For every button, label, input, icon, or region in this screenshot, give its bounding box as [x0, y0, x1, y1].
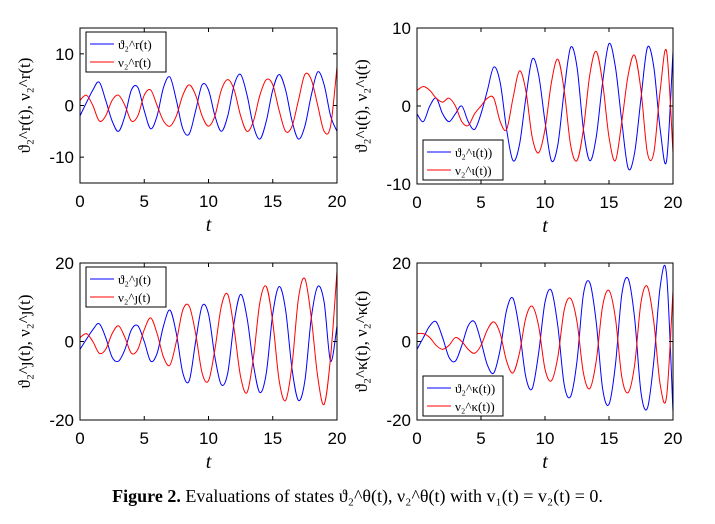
y-tick-label: 0 [65, 97, 74, 116]
x-tick-label: 0 [75, 429, 84, 448]
x-tick-label: 0 [412, 193, 421, 212]
legend-label: ϑ₂^κ(t)) [455, 381, 495, 396]
chart-panel-1: 0 5 10 15 20 10 0 -10 t ϑ₂^r(t), ν₂^r(t) ϑ₂^r(t) ν₂… [15, 27, 347, 236]
legend-label: ν₂^r(t) [118, 55, 151, 70]
x-tick-label: 10 [199, 192, 218, 211]
caption-label: Figure 2. [112, 486, 181, 506]
y-tick-label: -10 [49, 148, 74, 167]
x-tick-label: 20 [328, 192, 347, 211]
series-line-nu [80, 66, 337, 135]
legend-label: ν₂^ι(t)) [455, 163, 492, 178]
y-tick-label: -20 [386, 411, 411, 430]
legend: ϑ₂^κ(t)) ν₂^κ(t)) [422, 375, 504, 417]
y-tick-label: -20 [49, 411, 74, 430]
x-tick-label: 5 [476, 193, 485, 212]
x-tick-label: 15 [600, 429, 619, 448]
series-line-theta [80, 71, 337, 140]
x-tick-label: 10 [199, 429, 218, 448]
series-line-nu [417, 48, 673, 162]
series-line-nu [417, 285, 673, 404]
series-line-theta [80, 285, 337, 402]
x-tick-label: 15 [263, 429, 282, 448]
x-axis-label: t [542, 451, 548, 473]
x-tick-label: 5 [140, 429, 149, 448]
x-tick-label: 15 [600, 193, 619, 212]
y-axis-label: ϑ₂^κ(t), ν₂^κ(t) [352, 291, 371, 393]
legend: ϑ₂^ι(t)) ν₂^ι(t)) [422, 139, 504, 181]
legend: ϑ₂^r(t) ν₂^r(t) [85, 31, 167, 73]
legend-box [85, 266, 167, 308]
series-line-nu [80, 270, 337, 406]
y-tick-label: 10 [392, 19, 411, 38]
y-tick-label: 20 [392, 254, 411, 273]
figure-caption: Figure 2. Evaluations of states ϑ₂^θ(t),… [0, 486, 715, 507]
y-tick-label: 0 [402, 333, 411, 352]
x-tick-label: 15 [263, 192, 282, 211]
series-line-theta [417, 265, 673, 413]
x-tick-label: 5 [476, 429, 485, 448]
legend-box [422, 139, 504, 181]
x-tick-label: 10 [536, 193, 555, 212]
y-axis-label: ϑ₂^ȷ(t), ν₂^ȷ(t) [15, 295, 34, 389]
legend-label: ν₂^ȷ(t) [118, 290, 150, 305]
y-tick-label: -10 [386, 175, 411, 194]
x-tick-label: 0 [75, 192, 84, 211]
x-tick-label: 0 [412, 429, 421, 448]
caption-text: Evaluations of states ϑ₂^θ(t), ν₂^θ(t) w… [185, 486, 603, 506]
x-tick-label: 20 [664, 429, 683, 448]
legend-label: ν₂^κ(t)) [455, 399, 495, 414]
legend: ϑ₂^ȷ(t) ν₂^ȷ(t) [85, 266, 167, 308]
legend-box [422, 375, 504, 417]
y-axis-label: ϑ₂^ι(t), ν₂^ι(t) [352, 59, 371, 153]
x-axis-label: t [206, 214, 212, 236]
y-tick-label: 0 [65, 333, 74, 352]
y-tick-label: 10 [55, 45, 74, 64]
y-axis-label: ϑ₂^r(t), ν₂^r(t) [15, 58, 34, 154]
x-tick-label: 20 [328, 429, 347, 448]
y-tick-label: 20 [55, 254, 74, 273]
x-axis-label: t [206, 451, 212, 473]
y-tick-label: 0 [402, 97, 411, 116]
x-tick-label: 10 [536, 429, 555, 448]
x-axis-label: t [542, 215, 548, 237]
legend-label: ϑ₂^ι(t)) [455, 145, 492, 160]
x-tick-label: 5 [140, 192, 149, 211]
legend-box [85, 31, 167, 73]
legend-label: ϑ₂^r(t) [118, 37, 152, 52]
x-tick-label: 20 [664, 193, 683, 212]
legend-label: ϑ₂^ȷ(t) [118, 272, 151, 287]
